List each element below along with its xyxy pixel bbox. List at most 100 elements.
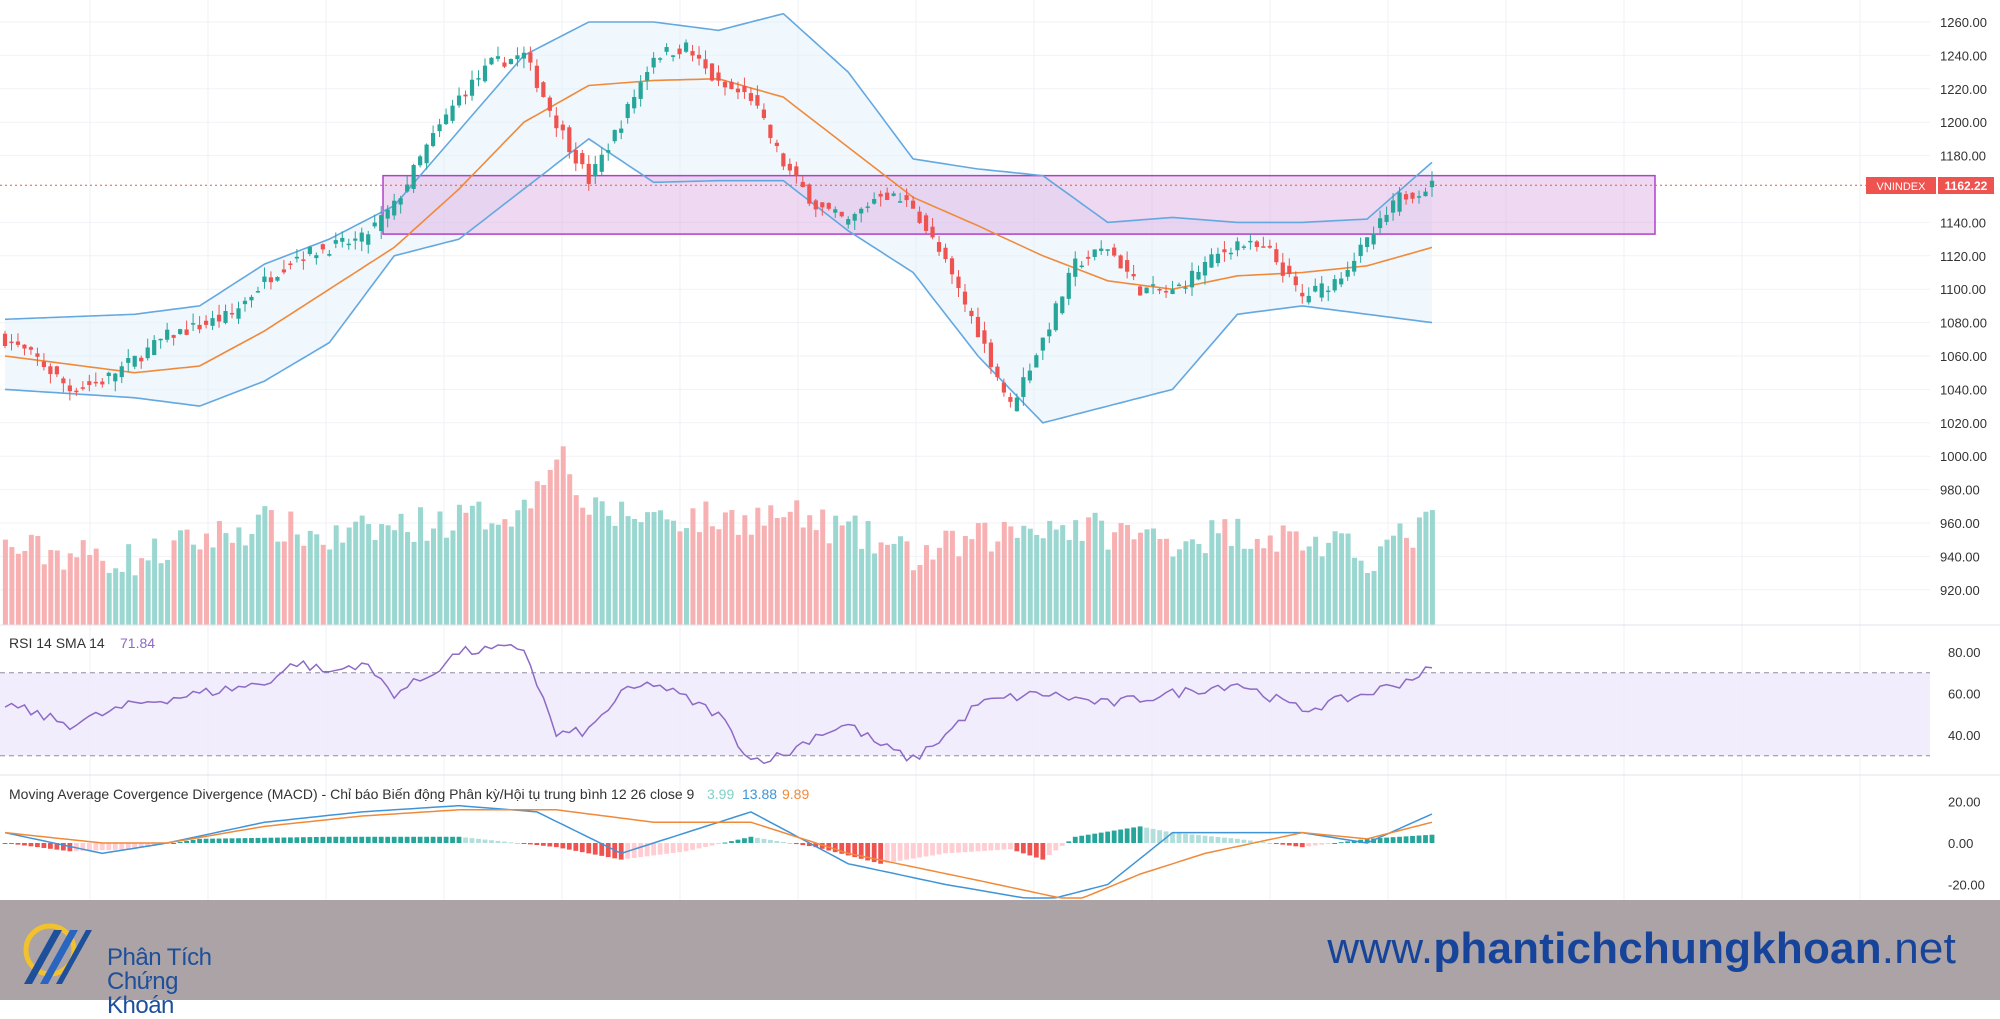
volume-bar [923,545,929,625]
macd-hist-bar [949,843,955,853]
macd-hist-bar [177,841,183,843]
candle-body [670,55,676,57]
price-tick-label: 1060.00 [1940,349,1987,364]
macd-hist-bar [424,836,430,843]
macd-hist-bar [482,839,488,843]
volume-bar [1112,532,1118,625]
macd-hist-bar [1150,828,1156,843]
volume-bar [1300,550,1306,625]
macd-hist-bar [547,843,553,847]
candle-body [359,232,364,242]
volume-bar [735,534,741,625]
website-url[interactable]: www.phantichchungkhoan.net [1327,924,1956,974]
candle-body [865,206,870,208]
macd-hist-bar [48,843,53,849]
macd-hist-bar [832,843,838,853]
price-tick-label: 1200.00 [1940,115,1987,130]
candle-body [1079,265,1084,268]
macd-hist-bar [9,843,14,844]
volume-bar [28,534,34,625]
candle-body [15,341,21,345]
macd-hist-bar [463,837,468,843]
candle-body [249,296,254,301]
macd-hist-bar [288,837,293,843]
macd-hist-bar [709,843,715,846]
macd-hist-bar [553,843,559,848]
candle-body [398,198,403,205]
macd-hist-bar [456,836,462,843]
macd-hist-bar [1053,843,1059,851]
volume-bar [528,508,534,625]
macd-hist-bar [845,843,851,856]
volume-bar [1131,539,1137,625]
volume-bar [541,485,547,625]
candle-body [28,347,34,350]
candle-body [119,366,124,378]
bollinger-lower-band [4,137,1433,424]
candle-body [294,256,299,259]
candle-body [1280,262,1285,276]
macd-hist-bar [125,843,131,850]
volume-bar [534,481,540,625]
macd-hist-bar [242,838,248,843]
macd-pane: Moving Average Covergence Divergence (MA… [2,786,1435,899]
volume-bar [891,543,897,625]
volume-bar [385,525,391,625]
candle-body [664,47,669,52]
candle-body [690,51,695,56]
candle-body [1287,265,1292,275]
volume-bar [203,533,209,625]
resistance-zone[interactable] [382,174,1656,235]
candle-body [443,114,449,125]
macd-hist-bar [1098,832,1104,843]
volume-bar [482,529,488,625]
candle-body [534,65,539,88]
candle-body [1118,255,1123,269]
volume-bar [1345,533,1351,625]
macd-hist-bar [690,843,695,850]
volume-bar [690,508,696,625]
macd-hist-bar [502,841,507,843]
volume-bar [982,522,988,625]
macd-hist-bar [210,838,215,843]
macd-hist-value: 3.99 [707,786,734,802]
volume-bar [917,564,923,625]
candle-body [268,277,274,283]
volume-bar [197,549,203,625]
volume-bar [405,532,411,625]
candle-body [787,163,792,171]
candle-body [35,353,40,357]
volume-bar [580,507,586,625]
candle-body [100,381,105,385]
candle-body [528,52,533,63]
macd-hist-bar [236,838,241,843]
volume-bar [878,542,884,625]
candle-body [405,184,410,192]
macd-hist-bar [307,837,313,843]
candle-body [982,330,987,344]
candle-body [139,357,144,362]
macd-hist-bar [982,843,987,851]
macd-hist-bar [93,843,99,851]
macd-hist-bar [904,843,910,860]
url-prefix: www. [1327,924,1434,973]
macd-hist-bar [469,838,475,843]
candle-body [450,105,455,121]
volume-bar [943,530,949,625]
macd-hist-bar [1209,836,1214,843]
candle-body [969,310,974,317]
candle-body [22,344,27,349]
volume-bar [1125,524,1131,625]
candle-body [132,355,137,367]
macd-hist-bar [677,843,682,853]
candle-body [307,246,312,255]
macd-hist-bar [1241,839,1247,843]
candle-body [1332,279,1337,291]
volume-bar [1416,517,1422,625]
candle-body [74,390,79,393]
candle-body [943,247,948,260]
candle-body [223,310,228,323]
volume-bar [1034,534,1040,625]
